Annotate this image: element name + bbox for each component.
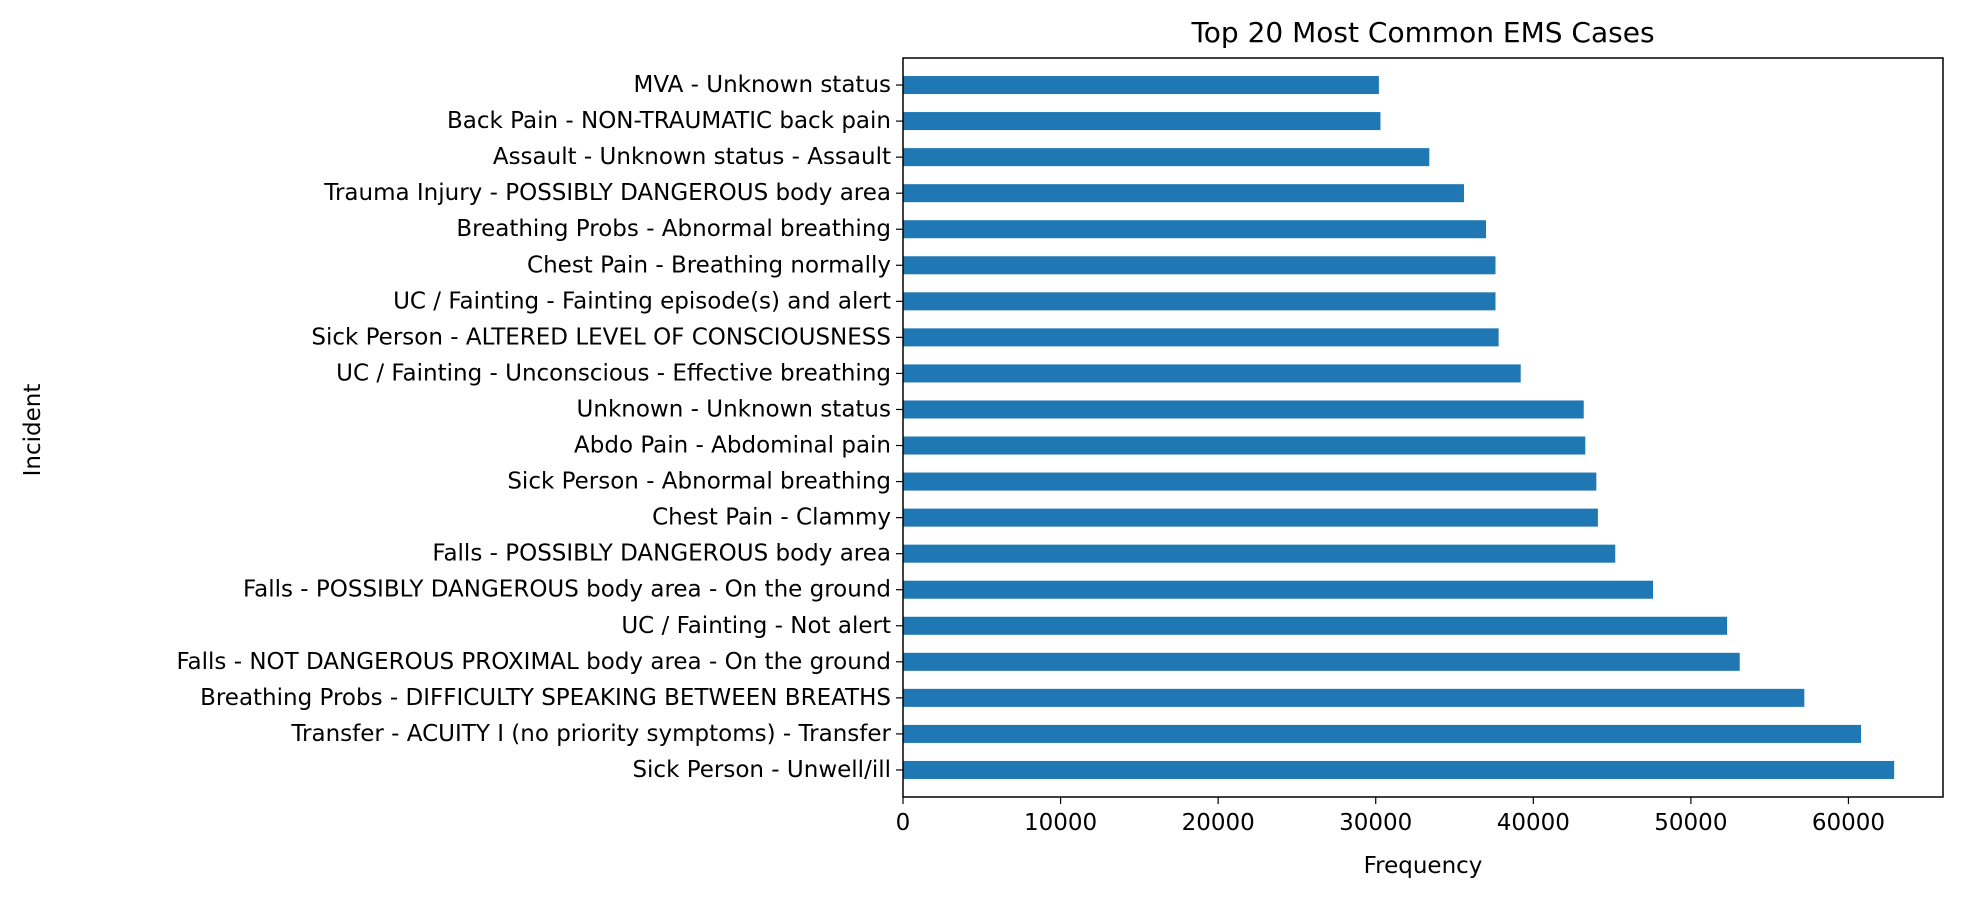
bar [903, 652, 1740, 671]
bar [903, 688, 1805, 707]
y-tick-label: UC / Fainting - Fainting episode(s) and … [393, 288, 891, 314]
x-tick-label: 10000 [1024, 810, 1097, 836]
x-tick-label: 40000 [1497, 810, 1570, 836]
bars-group [903, 76, 1895, 779]
y-tick-label: Chest Pain - Breathing normally [527, 252, 891, 278]
bar [903, 616, 1728, 635]
y-tick-label: Falls - NOT DANGEROUS PROXIMAL body area… [176, 649, 891, 675]
y-axis-label: Incident [20, 384, 46, 477]
plot-frame [902, 57, 1944, 798]
bar [903, 436, 1586, 455]
x-ticks-group: 0 10000 20000 30000 40000 50000 60000 [896, 797, 1885, 836]
chart-title: Top 20 Most Common EMS Cases [1190, 16, 1654, 49]
y-tick-label: Trauma Injury - POSSIBLY DANGEROUS body … [323, 180, 891, 206]
bar [903, 220, 1487, 239]
bar [903, 328, 1499, 347]
y-tick-label: Transfer - ACUITY I (no priority symptom… [290, 721, 891, 747]
y-tick-label: Chest Pain - Clammy [652, 505, 891, 531]
bar [903, 472, 1597, 491]
y-tick-label: Abdo Pain - Abdominal pain [574, 433, 891, 459]
y-tick-label: Breathing Probs - DIFFICULTY SPEAKING BE… [200, 685, 891, 711]
x-axis-label: Frequency [1364, 853, 1483, 879]
bar [903, 76, 1379, 95]
x-tick-label: 30000 [1339, 810, 1412, 836]
bar [903, 724, 1862, 743]
y-tick-label: Sick Person - Abnormal breathing [507, 469, 891, 495]
y-tick-labels-group: Sick Person - Unwell/ill Transfer - ACUIT… [176, 72, 903, 783]
y-tick-label: MVA - Unknown status [633, 72, 891, 98]
x-tick-label: 0 [896, 810, 911, 836]
x-tick-label: 50000 [1654, 810, 1727, 836]
bar [903, 292, 1496, 311]
bar [903, 184, 1464, 203]
y-tick-label: Falls - POSSIBLY DANGEROUS body area - O… [243, 577, 891, 603]
y-tick-label: Breathing Probs - Abnormal breathing [456, 216, 891, 242]
y-tick-label: UC / Fainting - Unconscious - Effective … [336, 360, 891, 386]
bar [903, 508, 1598, 527]
y-tick-label: Sick Person - ALTERED LEVEL OF CONSCIOUS… [311, 324, 891, 350]
y-tick-label: Sick Person - Unwell/ill [632, 757, 891, 783]
bar [903, 148, 1430, 167]
x-tick-label: 60000 [1812, 810, 1885, 836]
y-tick-label: Assault - Unknown status - Assault [493, 144, 891, 170]
x-tick-label: 20000 [1182, 810, 1255, 836]
bar [903, 364, 1521, 383]
y-tick-label: Falls - POSSIBLY DANGEROUS body area [432, 541, 891, 567]
bar [903, 112, 1381, 131]
bar [903, 544, 1616, 563]
bar [903, 760, 1895, 779]
y-tick-label: Unknown - Unknown status [577, 396, 891, 422]
y-tick-label: UC / Fainting - Not alert [621, 613, 891, 639]
bar [903, 256, 1496, 275]
y-tick-label: Back Pain - NON-TRAUMATIC back pain [447, 108, 891, 134]
bar [903, 580, 1654, 599]
bar [903, 400, 1584, 419]
